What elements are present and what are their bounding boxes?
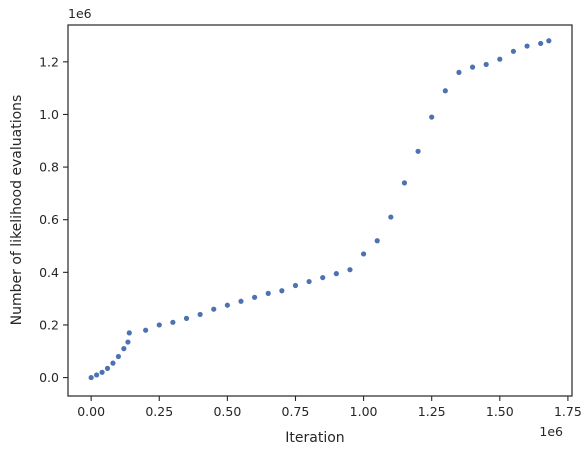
data-point <box>442 88 448 94</box>
x-tick-label: 1.25 <box>418 404 446 419</box>
x-tick-label: 0.25 <box>145 404 173 419</box>
data-point <box>99 369 105 375</box>
x-axis-ticks: 0.00 0.25 0.50 0.75 1.00 1.25 1.50 1.75 <box>77 396 582 419</box>
data-point <box>401 180 408 186</box>
data-point <box>538 40 544 47</box>
data-point <box>469 64 476 70</box>
data-point <box>88 374 94 381</box>
data-point <box>347 267 353 273</box>
data-point <box>388 214 394 220</box>
data-point <box>292 282 299 289</box>
x-tick-label: 0.00 <box>77 404 105 419</box>
y-tick-label: 0.8 <box>39 160 59 175</box>
y-tick-label: 1.2 <box>39 54 59 69</box>
y-offset-text: 1e6 <box>68 6 92 21</box>
x-tick-label: 1.00 <box>350 404 378 419</box>
x-tick-label: 0.75 <box>282 404 310 419</box>
data-point <box>510 48 517 54</box>
y-tick-label: 0.0 <box>39 370 59 385</box>
x-axis-label: Iteration <box>285 430 344 446</box>
data-point <box>211 306 217 312</box>
x-offset-text: 1e6 <box>539 424 563 439</box>
y-tick-label: 0.4 <box>39 265 59 280</box>
x-tick-label: 0.50 <box>213 404 241 419</box>
data-point <box>197 311 203 318</box>
data-point <box>126 330 132 336</box>
data-point <box>156 322 162 328</box>
data-point <box>252 294 258 300</box>
data-point <box>333 271 339 277</box>
x-tick-label: 1.75 <box>554 404 582 419</box>
data-point <box>374 238 380 244</box>
y-axis-ticks: 0.0 0.2 0.4 0.6 0.8 1.0 1.2 <box>39 54 68 385</box>
data-point <box>360 251 367 257</box>
data-point <box>183 315 190 321</box>
data-point <box>306 278 312 285</box>
data-point <box>238 298 244 304</box>
data-point <box>121 346 127 352</box>
data-point <box>104 365 111 371</box>
data-point <box>143 327 149 333</box>
data-point <box>546 38 552 44</box>
data-point <box>524 43 530 49</box>
data-point <box>224 302 230 308</box>
data-point <box>279 288 285 294</box>
data-points <box>88 38 552 381</box>
y-tick-label: 0.2 <box>39 317 59 332</box>
y-tick-label: 0.6 <box>39 212 59 227</box>
data-point <box>115 353 121 360</box>
data-point <box>265 290 271 296</box>
data-point <box>497 56 503 62</box>
data-point <box>456 69 462 75</box>
data-point <box>125 339 131 345</box>
y-axis-label: Number of likelihood evaluations <box>9 95 25 326</box>
data-point <box>170 319 176 325</box>
data-point <box>94 372 100 378</box>
data-point <box>320 274 326 281</box>
data-point <box>415 148 421 154</box>
data-point <box>483 61 489 68</box>
plot-frame <box>67 24 573 397</box>
x-tick-label: 1.50 <box>486 404 514 419</box>
data-point <box>429 114 435 120</box>
data-point <box>110 360 116 366</box>
y-tick-label: 1.0 <box>39 107 59 122</box>
